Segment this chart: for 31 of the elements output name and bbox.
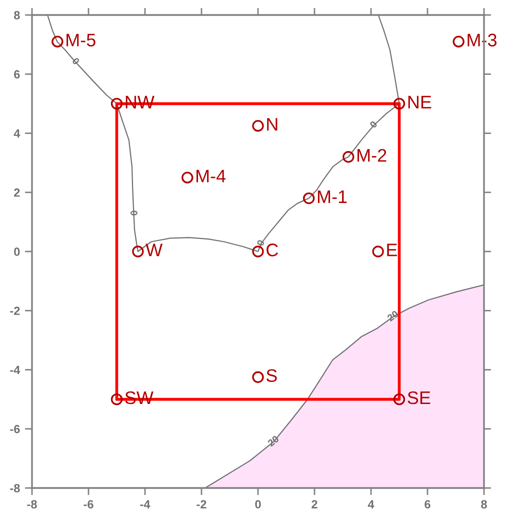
- data-label: M-2: [358, 148, 386, 162]
- data-label: M-1: [318, 190, 347, 203]
- x-tick-label: -8: [27, 500, 37, 508]
- y-tick-label: -8: [10, 484, 20, 492]
- x-tick-label: -2: [196, 500, 206, 508]
- x-tick-label: 6: [424, 500, 430, 508]
- y-tick-label: -6: [10, 424, 20, 434]
- x-tick-label: 2: [312, 500, 318, 508]
- y-tick-label: 4: [14, 129, 20, 138]
- x-tick-label: 0: [255, 500, 261, 508]
- data-label: M-4: [196, 170, 226, 182]
- x-tick-label: -6: [84, 500, 94, 508]
- y-tick-label: 6: [14, 70, 20, 79]
- data-label: NW: [126, 96, 154, 108]
- data-label: C: [266, 244, 278, 256]
- x-tick-label: -4: [140, 500, 150, 508]
- x-tick-label: 8: [481, 500, 487, 508]
- data-label: S: [266, 369, 277, 382]
- data-label: NE: [408, 96, 432, 108]
- y-tick-label: 8: [14, 11, 20, 20]
- y-tick-label: 2: [14, 188, 20, 197]
- y-tick-label: -2: [10, 306, 20, 315]
- data-label: E: [387, 244, 397, 256]
- data-label: W: [146, 244, 163, 256]
- data-label: N: [267, 118, 278, 131]
- data-label: M-5: [66, 34, 96, 46]
- y-tick-label: -4: [10, 366, 20, 374]
- x-tick-label: 4: [368, 500, 374, 508]
- data-label: M-3: [468, 34, 497, 46]
- y-tick-label: 0: [14, 248, 20, 256]
- data-label: SE: [408, 391, 430, 404]
